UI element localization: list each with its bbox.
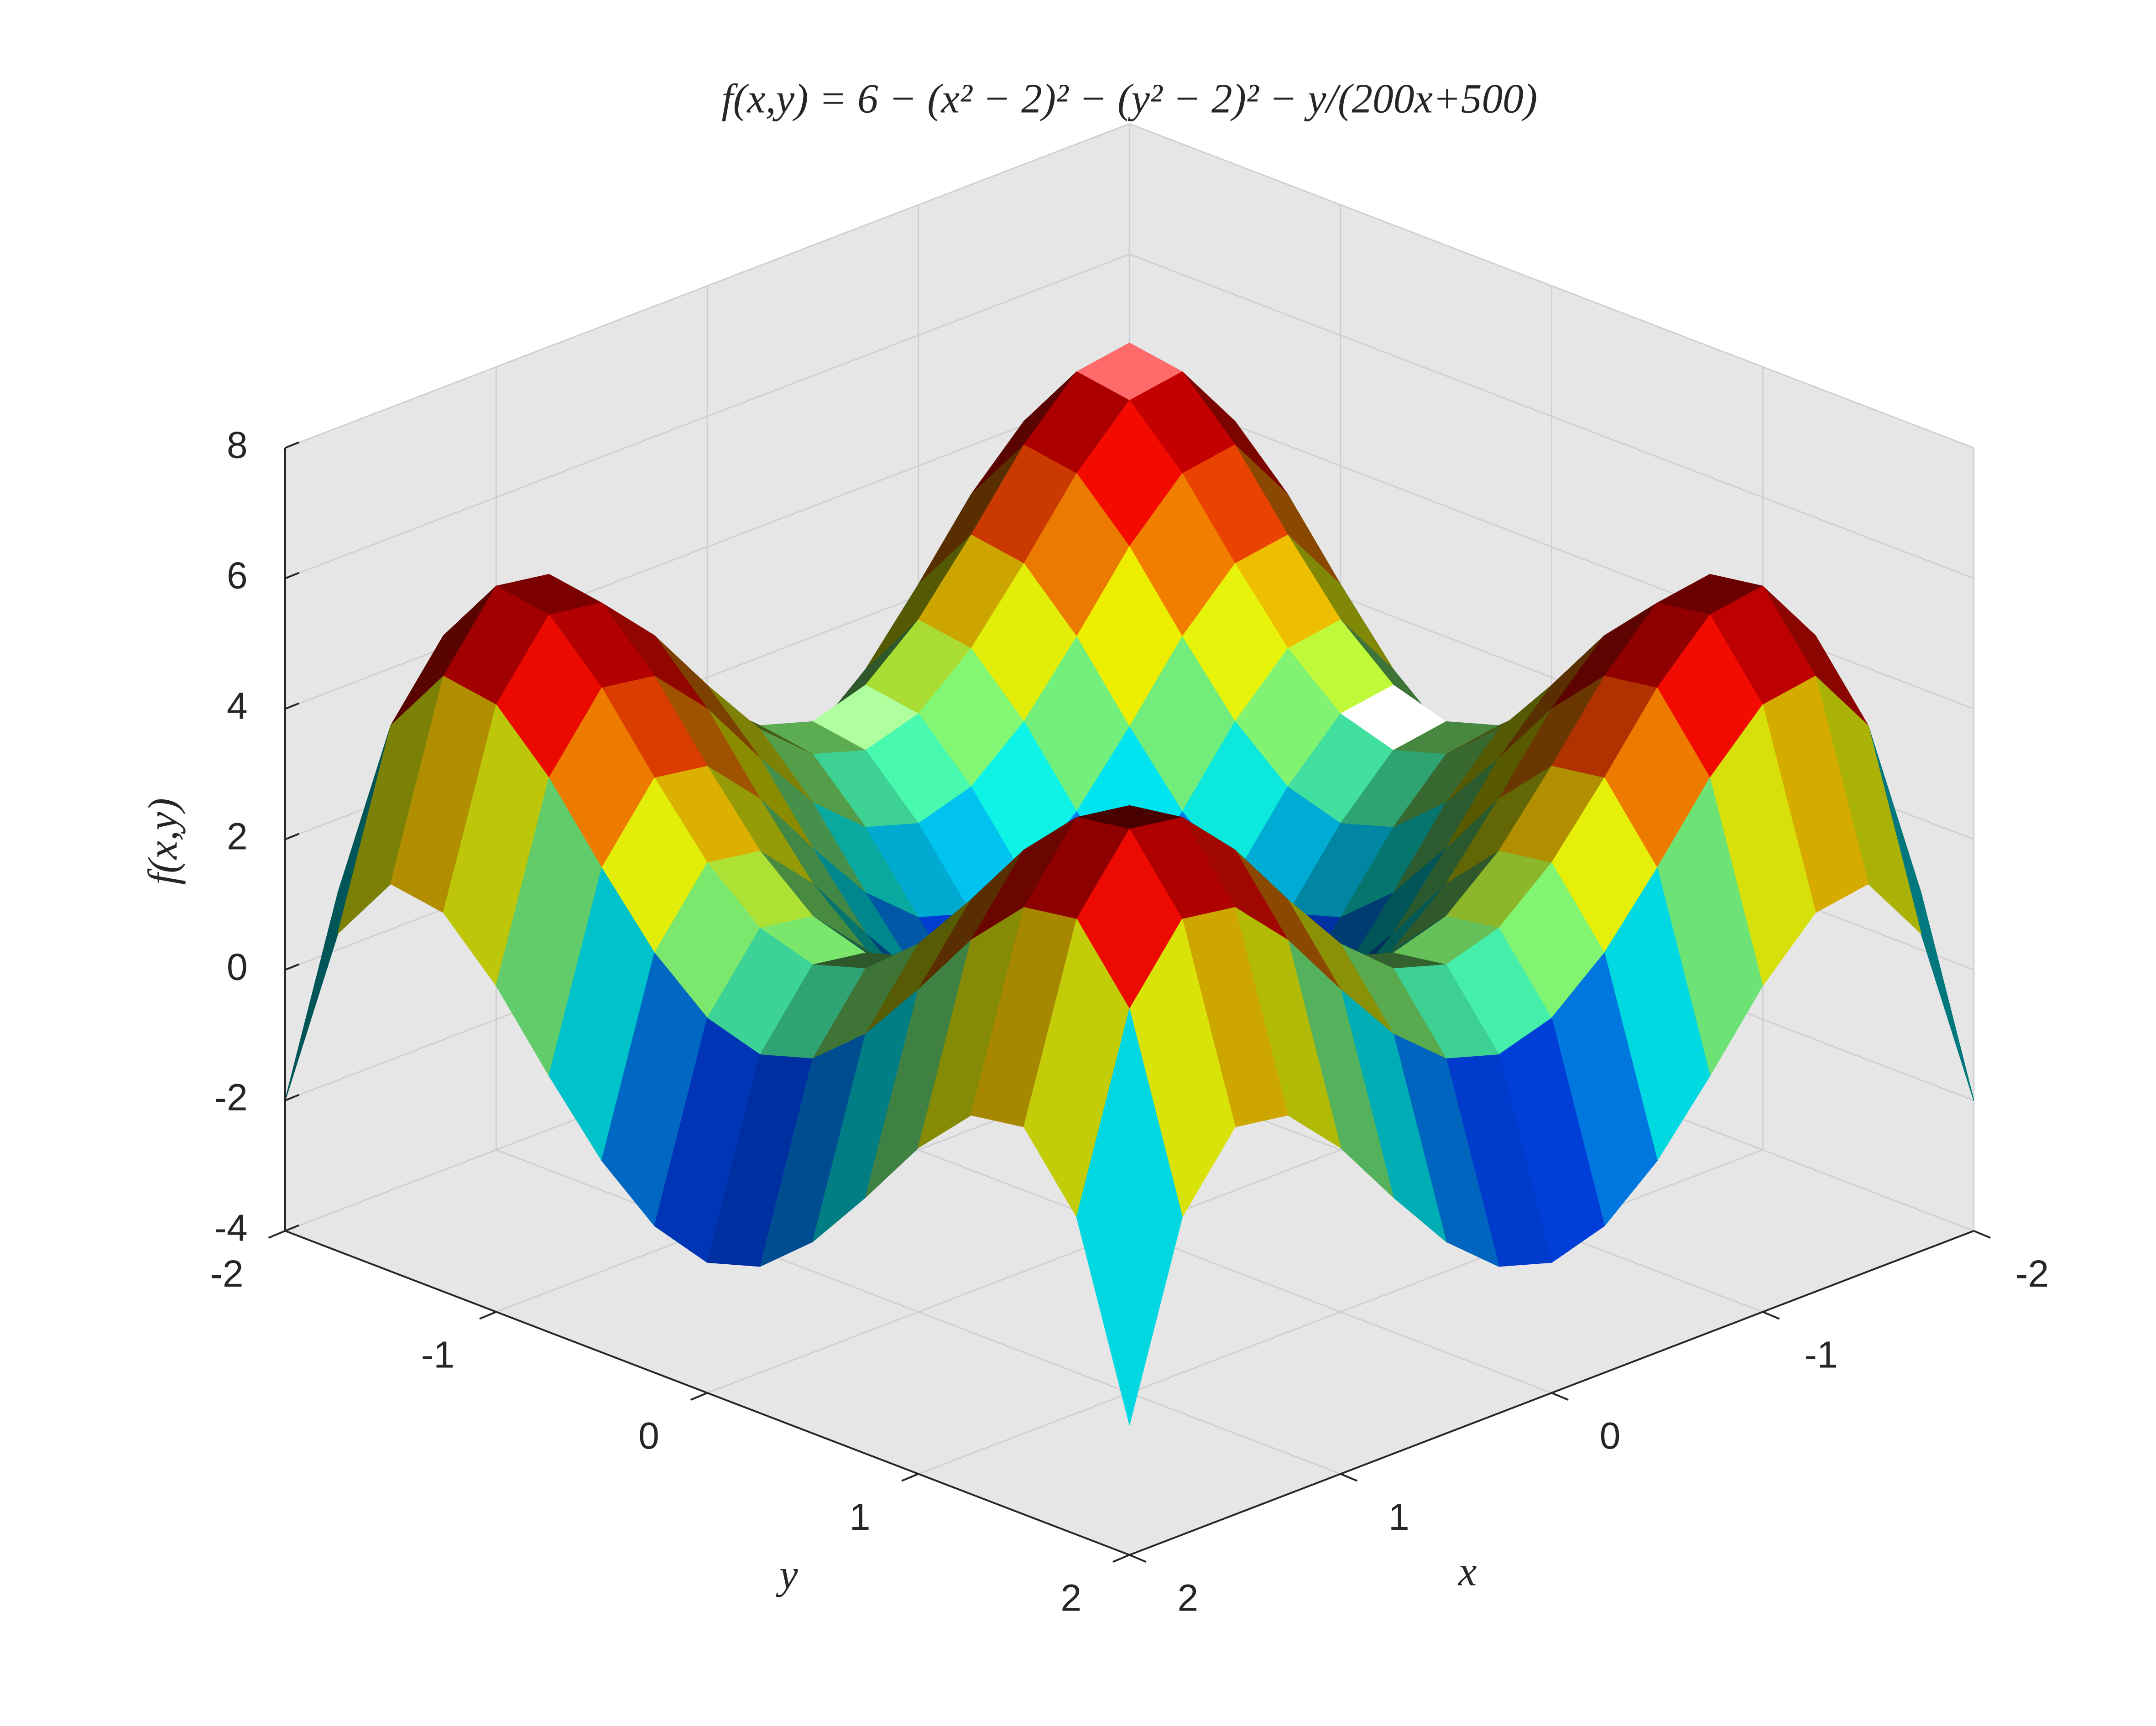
z-axis-label: f(x,y) <box>140 798 186 885</box>
x-tick-mark <box>1762 1311 1780 1320</box>
y-tick-mark <box>690 1392 708 1401</box>
z-tick-label: 6 <box>227 554 248 596</box>
z-tick-mark <box>285 702 300 710</box>
y-tick-mark <box>479 1311 497 1320</box>
y-tick-label: 2 <box>1060 1577 1081 1619</box>
grid-line <box>285 384 1130 710</box>
grid-line <box>1129 123 1974 448</box>
z-tick-mark <box>285 572 300 579</box>
x-tick-mark <box>1973 1230 1991 1239</box>
x-tick-label: 1 <box>1389 1496 1409 1538</box>
z-tick-label: 0 <box>227 946 248 988</box>
x-tick-mark <box>1340 1473 1358 1482</box>
z-tick-label: -4 <box>214 1207 247 1249</box>
z-tick-mark <box>285 1094 300 1101</box>
y-tick-mark <box>268 1230 286 1239</box>
z-tick-label: 8 <box>227 424 248 466</box>
z-tick-label: 4 <box>227 685 248 727</box>
grid-line <box>285 253 1130 579</box>
x-axis-label: x <box>1457 1549 1477 1595</box>
z-tick-mark <box>285 441 300 449</box>
x-tick-label: -1 <box>1804 1334 1838 1376</box>
y-tick-label: 1 <box>850 1496 871 1538</box>
x-tick-label: -2 <box>2015 1253 2049 1295</box>
y-axis-label: y <box>776 1551 798 1597</box>
y-tick-label: -2 <box>210 1253 243 1295</box>
surface <box>285 343 1974 1425</box>
x-tick-label: 0 <box>1600 1415 1621 1457</box>
surface-patch <box>1076 1009 1183 1425</box>
x-tick-label: 2 <box>1177 1577 1198 1619</box>
grid-line <box>1129 253 1974 579</box>
z-tick-label: -2 <box>214 1076 247 1118</box>
y-tick-label: 0 <box>638 1415 659 1457</box>
y-tick-mark <box>901 1473 919 1482</box>
z-tick-mark <box>285 1224 300 1232</box>
grid-line <box>1129 384 1974 710</box>
y-tick-mark <box>1112 1554 1130 1563</box>
z-tick-mark <box>285 963 300 971</box>
y-tick-label: -1 <box>421 1334 454 1376</box>
grid-line <box>285 123 1130 448</box>
z-tick-mark <box>285 833 300 840</box>
x-tick-mark <box>1551 1392 1569 1401</box>
chart-title: f(x,y) = 6 − (x² − 2)² − (y² − 2)² − y/(… <box>721 76 1537 122</box>
z-tick-label: 2 <box>227 815 248 857</box>
x-tick-mark <box>1129 1554 1147 1563</box>
